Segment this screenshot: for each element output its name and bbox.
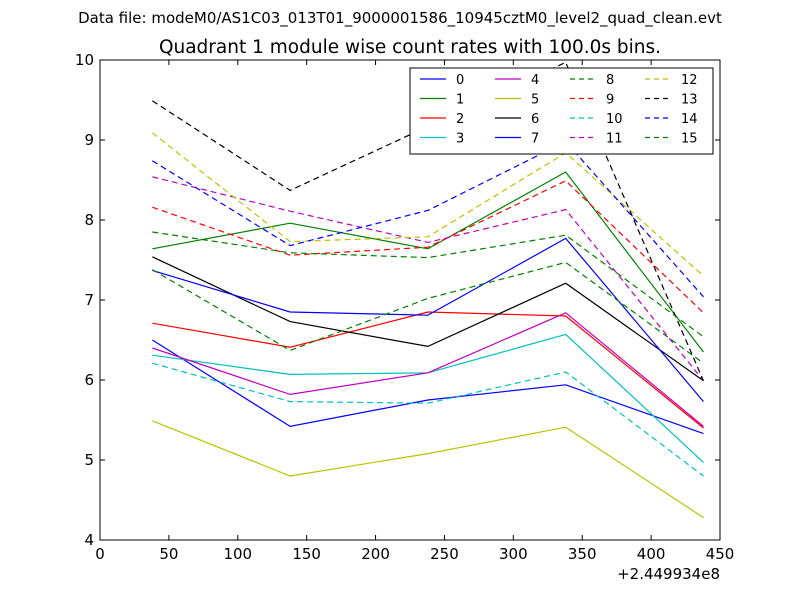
series-line-12 <box>151 132 704 277</box>
x-tick-label: 400 <box>637 545 666 563</box>
series-line-13 <box>152 61 705 382</box>
y-tick-label: 8 <box>84 211 94 229</box>
legend-label-7: 7 <box>531 132 539 147</box>
legend-label-9: 9 <box>606 93 614 108</box>
y-tick-label: 6 <box>84 371 94 389</box>
x-axis-offset-label: +2.449934e8 <box>617 565 720 583</box>
legend-label-6: 6 <box>531 112 539 127</box>
series-line-11 <box>152 176 704 382</box>
series-line-4 <box>152 312 704 427</box>
series-line-1 <box>152 171 704 353</box>
series-line-3 <box>152 333 704 463</box>
x-tick-label: 150 <box>292 545 321 563</box>
legend-label-4: 4 <box>531 73 539 88</box>
series-line-0 <box>152 339 704 435</box>
series-line-9 <box>152 180 704 314</box>
series-line-7 <box>152 237 704 402</box>
series-line-5 <box>152 420 704 519</box>
x-tick-label: 250 <box>430 545 459 563</box>
series-line-15 <box>152 231 704 338</box>
y-tick-label: 7 <box>84 291 94 309</box>
series-line-2 <box>152 311 704 429</box>
x-tick-label: 100 <box>223 545 252 563</box>
legend-label-14: 14 <box>681 112 698 127</box>
data-file-header: Data file: modeM0/AS1C03_013T01_90000015… <box>78 9 722 28</box>
legend-label-11: 11 <box>606 132 623 147</box>
legend-label-12: 12 <box>681 73 698 88</box>
legend-box <box>409 67 714 155</box>
series-line-6 <box>152 256 704 382</box>
legend-label-10: 10 <box>606 112 623 127</box>
y-tick-label: 9 <box>84 131 94 149</box>
y-tick-label: 4 <box>84 531 94 549</box>
legend-label-5: 5 <box>531 93 539 108</box>
x-tick-label: 50 <box>159 545 178 563</box>
legend-label-2: 2 <box>456 112 464 127</box>
y-tick-label: 10 <box>75 51 94 69</box>
x-tick-label: 0 <box>95 545 105 563</box>
series-line-14 <box>152 140 704 298</box>
legend-label-3: 3 <box>456 132 464 147</box>
x-tick-label: 300 <box>499 545 528 563</box>
y-tick-label: 5 <box>84 451 94 469</box>
legend-label-1: 1 <box>456 93 464 108</box>
legend-label-0: 0 <box>456 73 464 88</box>
legend-label-8: 8 <box>606 73 614 88</box>
series-layer <box>151 61 705 519</box>
x-tick-label: 200 <box>361 545 390 563</box>
x-tick-label: 450 <box>706 545 735 563</box>
chart-title: Quadrant 1 module wise count rates with … <box>159 37 661 58</box>
series-line-10 <box>152 362 704 477</box>
x-tick-label: 350 <box>568 545 597 563</box>
legend-label-15: 15 <box>681 132 698 147</box>
legend-label-13: 13 <box>681 93 698 108</box>
